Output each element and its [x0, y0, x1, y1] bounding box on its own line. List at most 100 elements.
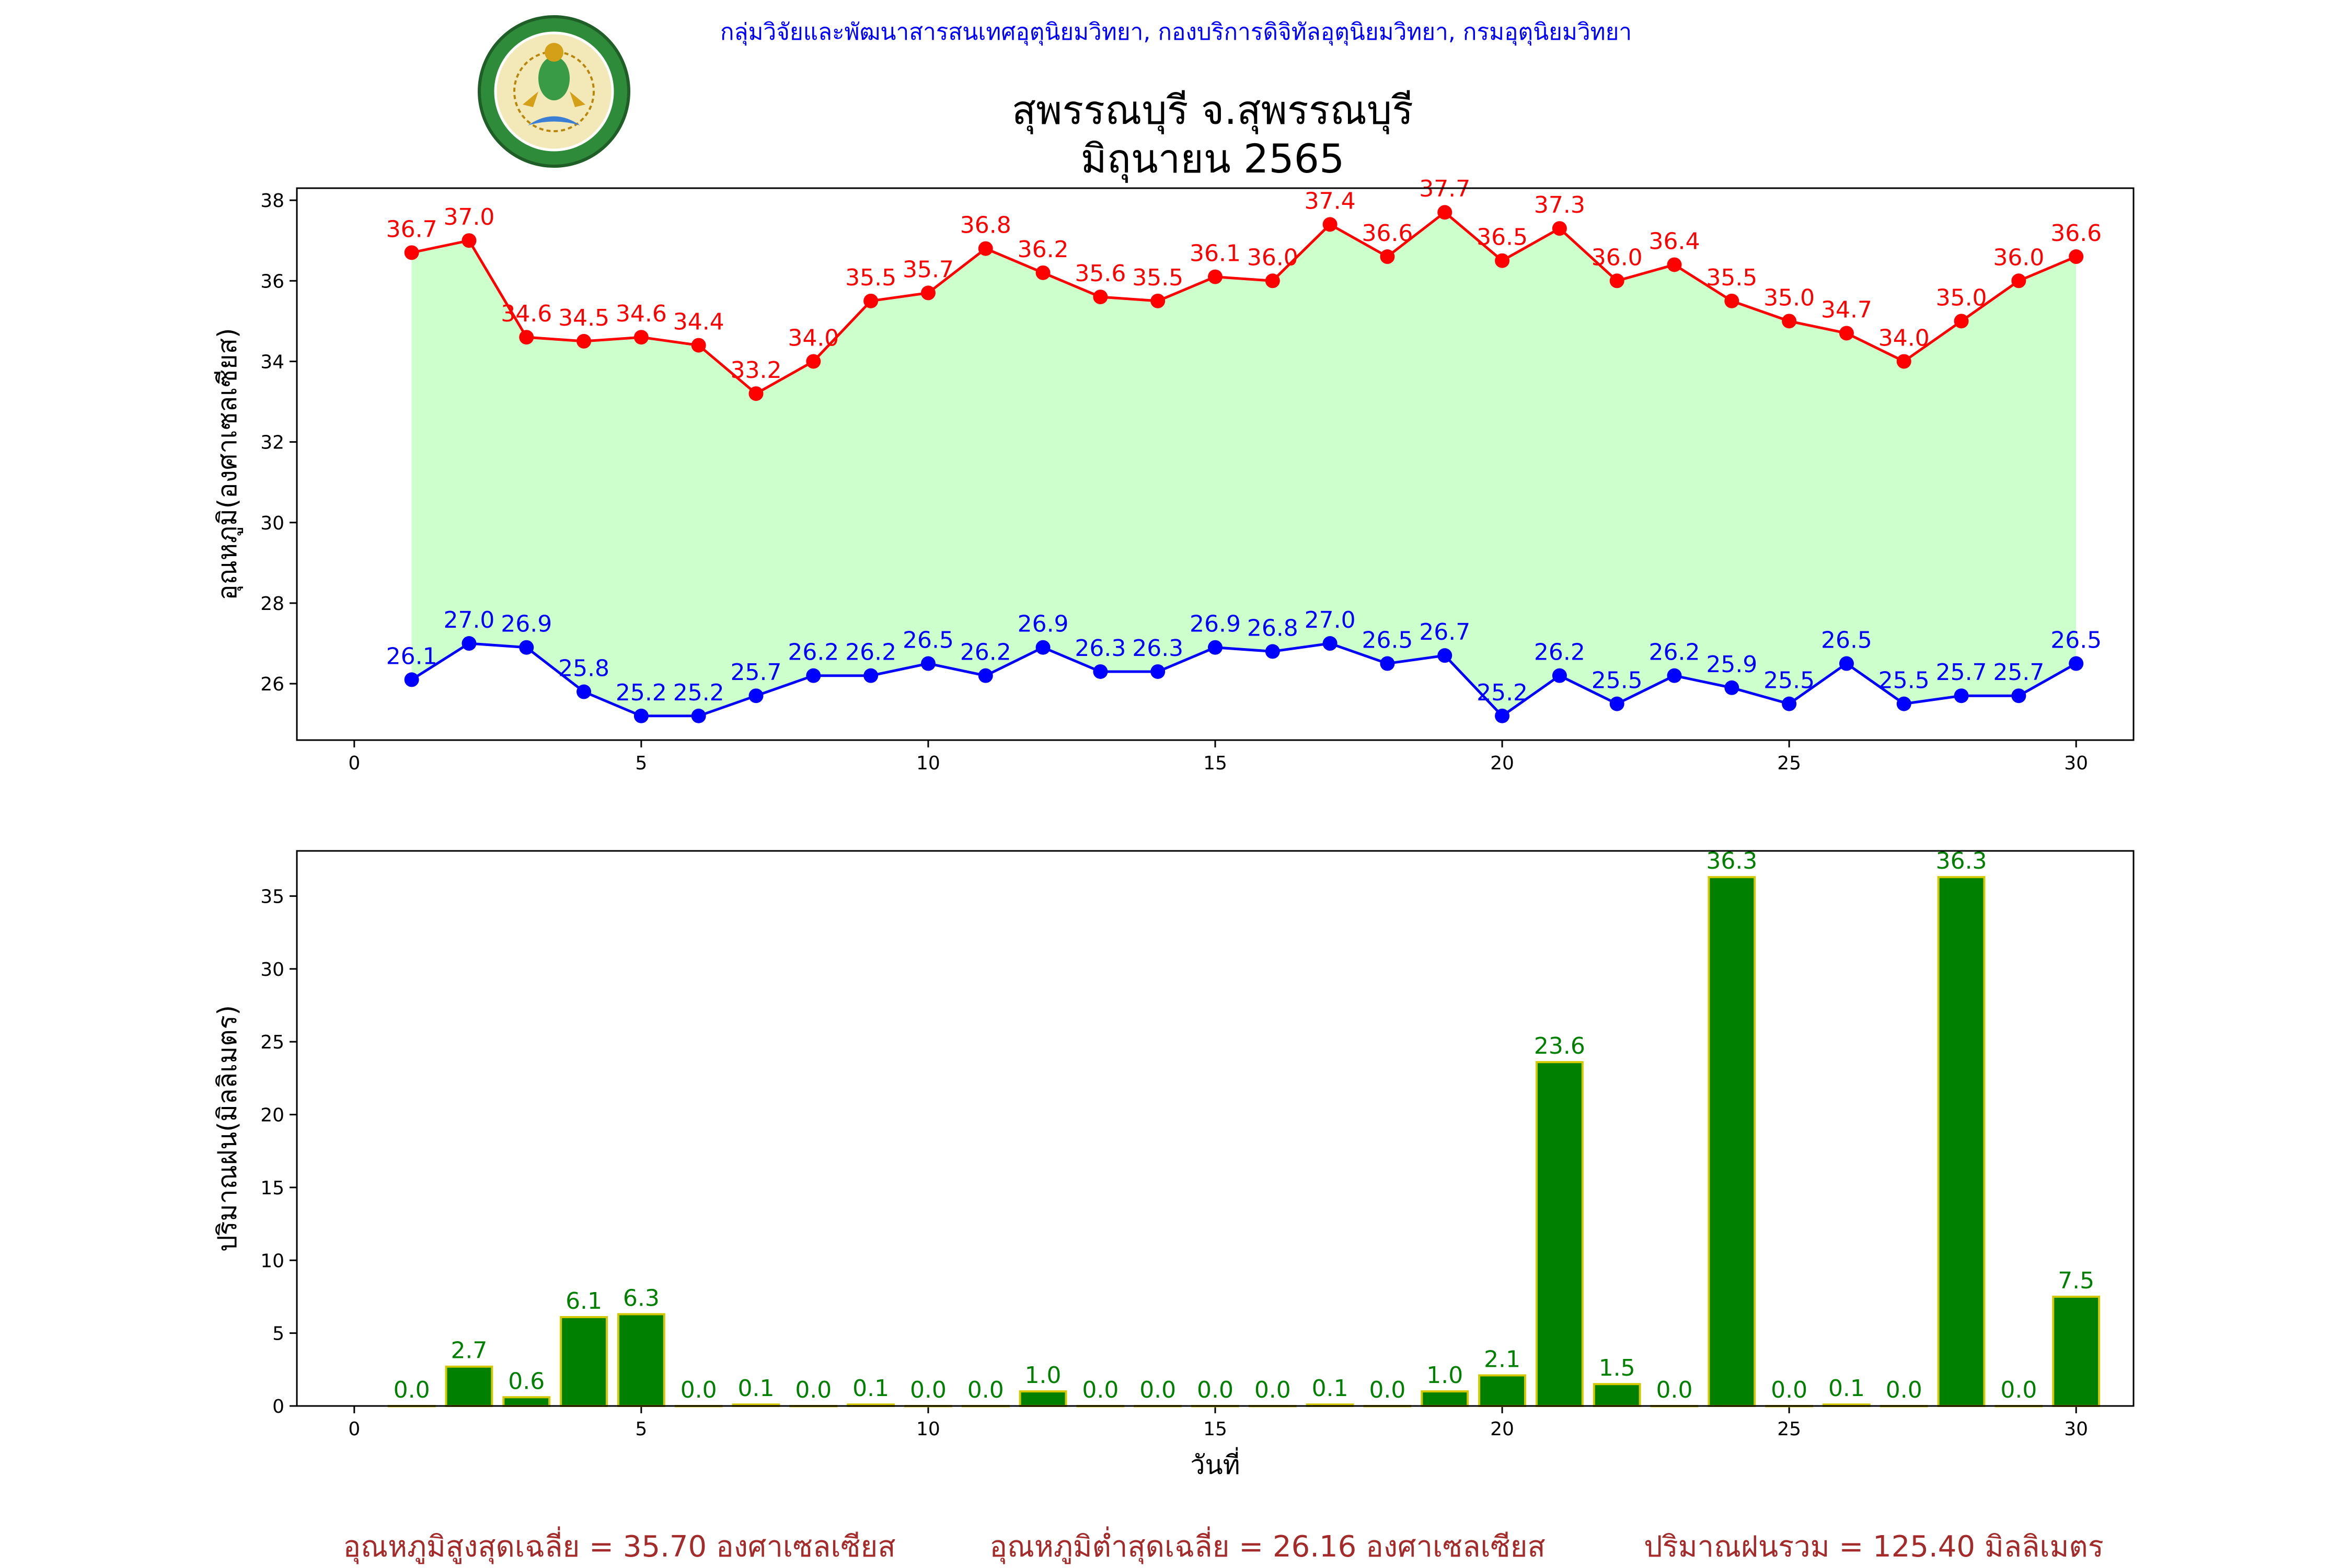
rainfall-y-tick-label: 25 [260, 1032, 284, 1053]
min-temperature-label: 27.0 [443, 607, 494, 633]
rainfall-bar [1593, 1383, 1641, 1407]
max-temperature-label: 33.2 [731, 357, 782, 384]
max-temperature-point [1150, 293, 1166, 308]
min-temperature-point [1552, 668, 1567, 683]
rainfall-x-tick-label: 15 [1203, 1419, 1227, 1440]
rainfall-x-axis-label: วันที่ [1190, 1447, 1240, 1480]
max-temperature-label: 36.8 [960, 212, 1011, 239]
min-temperature-label: 26.5 [903, 627, 954, 654]
rainfall-label: 0.0 [2000, 1377, 2037, 1403]
min-temperature-point [1035, 640, 1051, 655]
max-temperature-point [1495, 253, 1510, 268]
max-temperature-labels: 36.7 37.034.6 34.5 34.6 34.433.234.035.5 35.7… [386, 176, 2102, 384]
min-temperature-point [863, 668, 879, 683]
rainfall-bar [1421, 1390, 1469, 1407]
min-temperature-point [1322, 636, 1338, 651]
rainfall-label: 36.3 [1936, 848, 1987, 874]
rainfall-y-tick-label: 30 [260, 959, 284, 981]
rainfall-label: 0.0 [1254, 1377, 1291, 1403]
rainfall-label: 0.0 [1197, 1377, 1233, 1403]
rainfall-bar [1937, 876, 1986, 1407]
rainfall-x-ticks: 0 5 10 15 20 25 30 [348, 1406, 2088, 1440]
temperature-x-tick-label: 30 [2064, 753, 2088, 774]
max-temperature-line [411, 210, 2077, 396]
rainfall-label: 2.7 [451, 1338, 487, 1364]
max-temperature-label: 36.6 [1362, 220, 1413, 247]
min-temperature-label: 26.1 [386, 643, 437, 670]
max-temperature-label: 37.3 [1534, 192, 1585, 218]
max-temperature-point [1437, 205, 1452, 220]
min-temperature-label: 25.8 [558, 655, 609, 682]
temperature-y-ticks: 26 28 30 32 34 36 38 [260, 190, 297, 695]
max-temperature-label: 36.2 [1018, 236, 1069, 263]
rainfall-bar [1478, 1374, 1526, 1408]
min-temperature-label: 26.2 [1534, 639, 1585, 666]
rainfall-label: 0.0 [1139, 1377, 1176, 1403]
min-temperature-label: 26.5 [1362, 627, 1413, 654]
rainfall-bar [560, 1316, 608, 1407]
max-temperature-point [1380, 249, 1395, 264]
max-temperature-point [1896, 354, 1911, 369]
rainfall-y-tick-label: 10 [260, 1250, 284, 1272]
rainfall-label: 0.1 [738, 1375, 775, 1402]
max-temperature-point [1093, 290, 1108, 305]
rainfall-y-tick-label: 20 [260, 1105, 284, 1126]
min-temperature-point [748, 688, 764, 704]
max-temperature-label: 34.4 [673, 309, 724, 336]
rainfall-label: 36.3 [1706, 848, 1757, 874]
min-temperature-point [519, 640, 534, 655]
rainfall-label: 1.0 [1025, 1362, 1062, 1389]
max-temperature-label: 36.6 [2050, 220, 2102, 247]
max-temperature-point [1782, 314, 1797, 329]
rainfall-bars [387, 876, 2101, 1408]
max-temperature-point [2069, 249, 2084, 264]
rainfall-y-tick-label: 35 [260, 886, 284, 907]
rainfall-bar [1019, 1390, 1067, 1407]
min-temperature-label: 26.7 [1419, 619, 1470, 645]
min-temperature-point [1896, 696, 1911, 711]
max-temperature-point [691, 338, 706, 353]
min-temperature-point [404, 672, 419, 687]
rainfall-y-ticks: 0 5 10 15 20 25 30 35 [260, 886, 297, 1417]
rainfall-bar [1708, 876, 1756, 1407]
max-temperature-label: 36.5 [1477, 224, 1528, 251]
max-temperature-label: 35.0 [1763, 284, 1815, 311]
agency-name: กลุ่มวิจัยและพัฒนาสารสนเทศอุตุนิยมวิทยา,… [720, 19, 1632, 46]
min-temperature-point [1667, 668, 1682, 683]
min-temperature-label: 26.3 [1075, 635, 1126, 662]
average-min-temperature: อุณหภูมิต่ำสุดเฉลี่ย = 26.16 องศาเซลเซีย… [989, 1526, 1545, 1564]
max-temperature-label: 36.4 [1649, 228, 1700, 255]
rainfall-y-tick-label: 15 [260, 1178, 284, 1199]
min-temperature-label: 26.2 [788, 639, 839, 666]
temperature-x-tick-label: 0 [348, 753, 360, 774]
min-temperature-label: 25.5 [1592, 667, 1643, 694]
temperature-range-fill [411, 212, 2077, 716]
min-temperature-point [1380, 656, 1395, 671]
rainfall-chart: 0 5 10 15 20 25 30 35 0 5 10 15 20 25 30 0.0 2.7 0.6 6.1… [212, 848, 2135, 1480]
min-temperature-label: 25.2 [673, 679, 724, 706]
max-temperature-label: 36.7 [386, 216, 437, 243]
max-temperature-point [748, 386, 764, 401]
rainfall-x-tick-label: 25 [1777, 1419, 1801, 1440]
rainfall-label: 0.0 [795, 1377, 832, 1403]
min-temperature-label: 26.5 [1821, 627, 1872, 654]
rainfall-label: 0.6 [508, 1368, 545, 1394]
max-temperature-label: 34.0 [788, 325, 839, 351]
max-temperature-label: 34.0 [1878, 325, 1930, 351]
min-temperature-point [577, 684, 592, 699]
rainfall-bar [617, 1313, 665, 1408]
rainfall-label: 7.5 [2058, 1267, 2094, 1294]
max-temperature-label: 35.7 [903, 256, 954, 283]
max-temperature-point [1208, 269, 1223, 284]
max-temperature-point [1552, 221, 1567, 236]
total-rainfall: ปริมาณฝนรวม = 125.40 มิลลิเมตร [1644, 1530, 2104, 1564]
min-temperature-label: 26.3 [1132, 635, 1183, 662]
min-temperature-label: 25.7 [731, 659, 782, 686]
rainfall-bar [445, 1365, 493, 1408]
min-temperature-point [806, 668, 821, 683]
min-temperature-label: 26.2 [845, 639, 896, 666]
rainfall-x-tick-label: 5 [635, 1419, 647, 1440]
min-temperature-point [2011, 688, 2026, 704]
max-temperature-label: 35.5 [1132, 264, 1183, 291]
max-temperature-label: 35.5 [845, 264, 896, 291]
